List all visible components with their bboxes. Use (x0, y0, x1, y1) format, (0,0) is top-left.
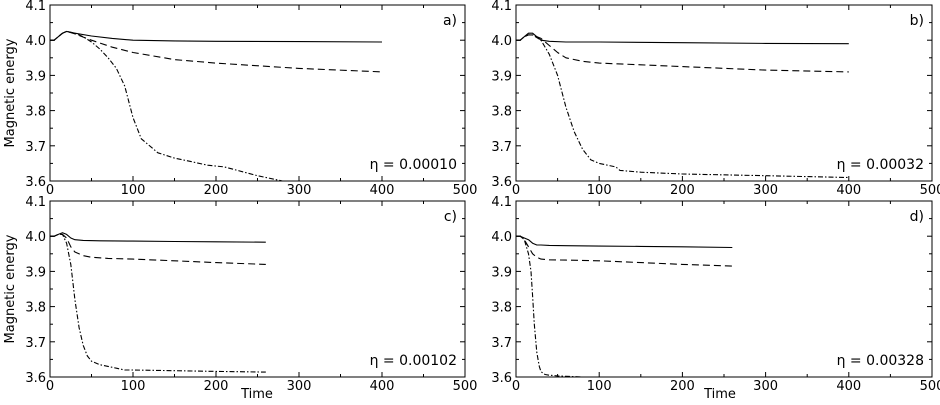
panel-3: 0 100 200 300 400 500 3.6 3.7 3.8 3.9 4.0 4.1 d) η = … (491, 195, 940, 394)
x-tick-label: 100 (121, 379, 146, 394)
panel-label: d) (910, 209, 924, 225)
x-tick-label: 400 (370, 379, 395, 394)
series-group (516, 235, 733, 377)
plot-frame (515, 200, 933, 378)
y-tick-label: 4.1 (25, 0, 46, 14)
eta-annotation: η = 0.00032 (837, 157, 924, 173)
y-tick-label: 4.0 (491, 34, 512, 49)
y-tick-label: 4.0 (25, 34, 46, 49)
series-group (516, 32, 849, 179)
plot-frame (49, 200, 466, 378)
y-tick-label: 3.7 (25, 140, 46, 155)
eta-annotation: η = 0.00102 (370, 353, 457, 369)
series-line-dashed (516, 34, 849, 73)
series-line-solid (516, 32, 849, 45)
series-line-dashdot (516, 34, 849, 179)
y-tick-label: 3.9 (491, 265, 512, 280)
y-tick-label: 3.9 (25, 69, 46, 84)
series-line-solid (50, 30, 383, 43)
series-line-dashed (516, 235, 733, 267)
x-tick-label: 200 (204, 379, 229, 394)
panel-label: b) (910, 13, 924, 29)
series-line-dashdot (50, 233, 266, 373)
x-tick-label: 300 (753, 379, 778, 394)
panel-0: 0 100 200 300 400 500 3.6 3.7 3.8 3.9 4.0 4.1 a) η = … (25, 0, 477, 198)
y-tick-label: 3.7 (491, 140, 512, 155)
series-line-dashed (50, 30, 383, 73)
series-line-dashed (50, 233, 266, 265)
series-line-solid (50, 232, 266, 243)
x-tick-label: 200 (670, 379, 695, 394)
y-tick-label: 4.1 (25, 195, 46, 210)
y-tick-label: 4.1 (491, 0, 512, 14)
x-tick-label: 400 (370, 183, 395, 198)
x-tick-label: 400 (836, 183, 861, 198)
y-tick-label: 3.8 (491, 301, 512, 316)
panel-label: a) (443, 13, 457, 29)
y-tick-label: 3.7 (25, 336, 46, 351)
series-line-dashdot (50, 30, 283, 181)
series-line-dashdot (516, 235, 583, 377)
y-tick-label: 3.9 (491, 69, 512, 84)
plot-frame (515, 4, 933, 182)
eta-annotation: η = 0.00328 (837, 353, 924, 369)
y-tick-label: 3.6 (25, 175, 46, 190)
x-tick-label: 300 (753, 183, 778, 198)
x-tick-label: 200 (204, 183, 229, 198)
x-tick-label: 100 (121, 183, 146, 198)
y-tick-label: 3.8 (25, 105, 46, 120)
y-tick-label: 3.6 (491, 175, 512, 190)
y-tick-label: 3.8 (25, 301, 46, 316)
panel-2: 0 100 200 300 400 500 3.6 3.7 3.8 3.9 4.0 4.1 c) η = … (25, 195, 477, 394)
x-axis-label: Time (703, 387, 736, 401)
series-line-solid (516, 235, 733, 249)
x-tick-label: 0 (46, 379, 54, 394)
series-group (50, 30, 383, 181)
y-axis-label: Magnetic energy (3, 234, 18, 343)
x-tick-label: 300 (287, 379, 312, 394)
y-tick-label: 4.1 (491, 195, 512, 210)
x-tick-label: 200 (670, 183, 695, 198)
x-tick-label: 300 (287, 183, 312, 198)
y-axis-label: Magnetic energy (3, 38, 18, 147)
plot-frame (49, 4, 466, 182)
x-tick-label: 500 (453, 379, 478, 394)
x-tick-label: 500 (920, 379, 940, 394)
panel-label: c) (444, 209, 457, 225)
series-group (50, 232, 266, 373)
x-tick-label: 100 (587, 183, 612, 198)
eta-annotation: η = 0.00010 (370, 157, 457, 173)
y-tick-label: 3.9 (25, 265, 46, 280)
y-tick-label: 4.0 (25, 230, 46, 245)
y-tick-label: 3.6 (491, 371, 512, 386)
x-tick-label: 0 (46, 183, 54, 198)
x-tick-label: 400 (836, 379, 861, 394)
y-tick-label: 3.8 (491, 105, 512, 120)
x-tick-label: 500 (920, 183, 940, 198)
y-tick-label: 3.6 (25, 371, 46, 386)
x-axis-label: Time (240, 387, 273, 401)
panel-1: 0 100 200 300 400 500 3.6 3.7 3.8 3.9 4.0 4.1 b) η = … (491, 0, 940, 198)
x-tick-label: 100 (587, 379, 612, 394)
x-tick-label: 500 (453, 183, 478, 198)
x-tick-label: 0 (512, 183, 520, 198)
x-tick-label: 0 (512, 379, 520, 394)
y-tick-label: 4.0 (491, 230, 512, 245)
y-tick-label: 3.7 (491, 336, 512, 351)
